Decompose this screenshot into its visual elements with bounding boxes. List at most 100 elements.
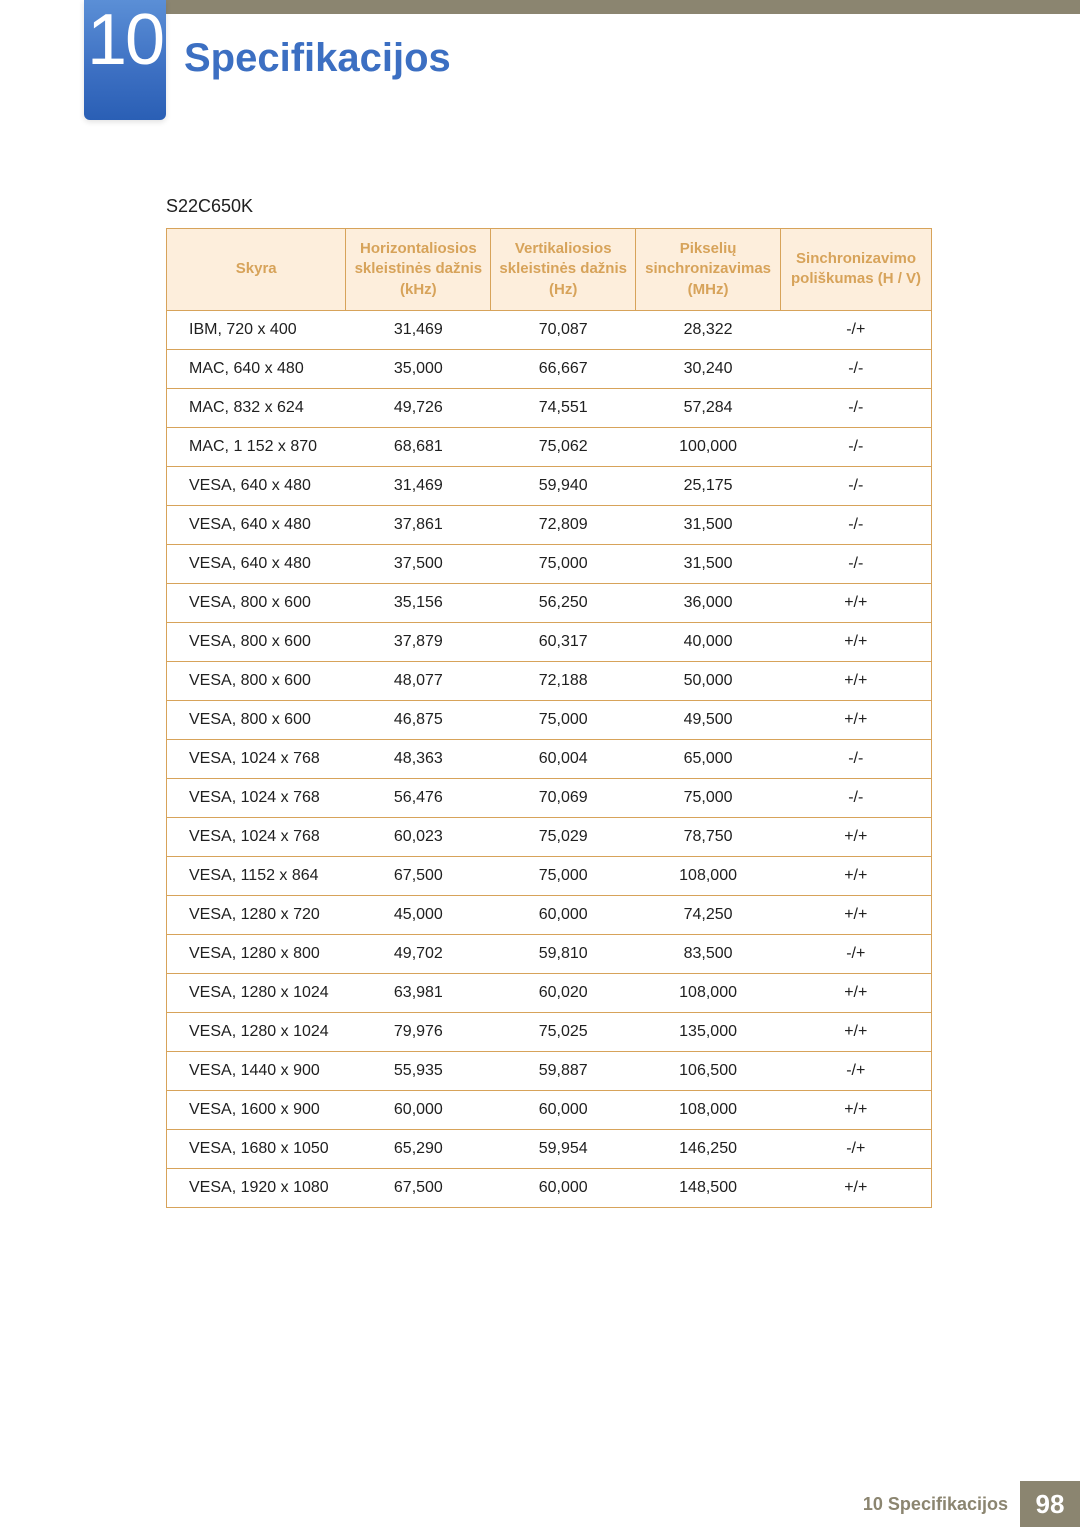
table-cell: VESA, 1280 x 720 <box>167 895 346 934</box>
table-cell: 59,887 <box>491 1051 636 1090</box>
table-cell: 75,029 <box>491 817 636 856</box>
table-row: VESA, 800 x 60046,87575,00049,500+/+ <box>167 700 932 739</box>
table-cell: +/+ <box>781 1168 932 1207</box>
table-row: VESA, 1024 x 76848,36360,00465,000-/- <box>167 739 932 778</box>
table-cell: 68,681 <box>346 427 491 466</box>
footer-page-number: 98 <box>1020 1481 1080 1527</box>
table-row: VESA, 1280 x 102479,97675,025135,000+/+ <box>167 1012 932 1051</box>
table-cell: 59,810 <box>491 934 636 973</box>
footer: 10 Specifikacijos 98 <box>851 1481 1080 1527</box>
table-cell: 108,000 <box>636 973 781 1012</box>
table-cell: 65,290 <box>346 1129 491 1168</box>
table-cell: 31,500 <box>636 505 781 544</box>
chapter-number: 10 <box>87 4 163 76</box>
table-cell: -/- <box>781 427 932 466</box>
table-cell: +/+ <box>781 661 932 700</box>
page-title: Specifikacijos <box>184 36 451 81</box>
spec-table: Skyra Horizontaliosios skleistinės dažni… <box>166 228 932 1208</box>
col-header-sync: Sinchronizavimo poliškumas (H / V) <box>781 229 932 311</box>
table-cell: IBM, 720 x 400 <box>167 310 346 349</box>
table-row: VESA, 800 x 60048,07772,18850,000+/+ <box>167 661 932 700</box>
table-cell: 67,500 <box>346 1168 491 1207</box>
table-cell: 31,469 <box>346 310 491 349</box>
table-cell: +/+ <box>781 1090 932 1129</box>
table-row: VESA, 640 x 48031,46959,94025,175-/- <box>167 466 932 505</box>
table-row: VESA, 1024 x 76860,02375,02978,750+/+ <box>167 817 932 856</box>
table-cell: 25,175 <box>636 466 781 505</box>
table-cell: 46,875 <box>346 700 491 739</box>
table-cell: +/+ <box>781 1012 932 1051</box>
table-cell: 31,469 <box>346 466 491 505</box>
table-row: VESA, 800 x 60037,87960,31740,000+/+ <box>167 622 932 661</box>
table-cell: MAC, 1 152 x 870 <box>167 427 346 466</box>
table-cell: 72,809 <box>491 505 636 544</box>
table-cell: MAC, 640 x 480 <box>167 349 346 388</box>
table-row: MAC, 832 x 62449,72674,55157,284-/- <box>167 388 932 427</box>
table-cell: 67,500 <box>346 856 491 895</box>
table-cell: +/+ <box>781 817 932 856</box>
col-header-skyra: Skyra <box>167 229 346 311</box>
table-cell: 60,000 <box>346 1090 491 1129</box>
table-cell: 37,861 <box>346 505 491 544</box>
col-header-horizontal: Horizontaliosios skleistinės dažnis (kHz… <box>346 229 491 311</box>
table-cell: -/- <box>781 739 932 778</box>
table-cell: 49,726 <box>346 388 491 427</box>
table-row: VESA, 640 x 48037,50075,00031,500-/- <box>167 544 932 583</box>
table-cell: 28,322 <box>636 310 781 349</box>
col-header-pixel: Pikselių sinchronizavimas (MHz) <box>636 229 781 311</box>
table-cell: 72,188 <box>491 661 636 700</box>
table-cell: 75,000 <box>636 778 781 817</box>
table-row: VESA, 1152 x 86467,50075,000108,000+/+ <box>167 856 932 895</box>
table-cell: +/+ <box>781 895 932 934</box>
table-cell: VESA, 640 x 480 <box>167 544 346 583</box>
table-cell: 74,551 <box>491 388 636 427</box>
table-cell: 75,062 <box>491 427 636 466</box>
table-cell: 74,250 <box>636 895 781 934</box>
table-cell: 59,954 <box>491 1129 636 1168</box>
table-cell: 40,000 <box>636 622 781 661</box>
table-cell: 108,000 <box>636 856 781 895</box>
table-cell: -/- <box>781 505 932 544</box>
table-cell: 70,069 <box>491 778 636 817</box>
table-cell: 48,363 <box>346 739 491 778</box>
table-cell: 48,077 <box>346 661 491 700</box>
table-cell: -/+ <box>781 1051 932 1090</box>
table-cell: 75,000 <box>491 544 636 583</box>
table-cell: 75,000 <box>491 700 636 739</box>
table-cell: +/+ <box>781 583 932 622</box>
footer-label: 10 Specifikacijos <box>851 1481 1020 1527</box>
table-cell: 83,500 <box>636 934 781 973</box>
table-cell: 36,000 <box>636 583 781 622</box>
table-row: VESA, 1024 x 76856,47670,06975,000-/- <box>167 778 932 817</box>
table-cell: VESA, 1440 x 900 <box>167 1051 346 1090</box>
table-cell: 106,500 <box>636 1051 781 1090</box>
table-header-row: Skyra Horizontaliosios skleistinės dažni… <box>167 229 932 311</box>
table-cell: 148,500 <box>636 1168 781 1207</box>
table-row: VESA, 800 x 60035,15656,25036,000+/+ <box>167 583 932 622</box>
table-cell: VESA, 800 x 600 <box>167 700 346 739</box>
table-cell: 56,476 <box>346 778 491 817</box>
table-cell: VESA, 1680 x 1050 <box>167 1129 346 1168</box>
table-cell: 37,500 <box>346 544 491 583</box>
table-cell: -/+ <box>781 310 932 349</box>
table-cell: VESA, 1280 x 1024 <box>167 1012 346 1051</box>
table-cell: -/+ <box>781 1129 932 1168</box>
table-cell: 70,087 <box>491 310 636 349</box>
table-cell: VESA, 1152 x 864 <box>167 856 346 895</box>
table-cell: 60,000 <box>491 1090 636 1129</box>
table-cell: 78,750 <box>636 817 781 856</box>
table-cell: +/+ <box>781 622 932 661</box>
table-cell: MAC, 832 x 624 <box>167 388 346 427</box>
table-row: MAC, 640 x 48035,00066,66730,240-/- <box>167 349 932 388</box>
table-row: VESA, 1440 x 90055,93559,887106,500-/+ <box>167 1051 932 1090</box>
table-cell: 65,000 <box>636 739 781 778</box>
table-cell: 56,250 <box>491 583 636 622</box>
table-cell: VESA, 1024 x 768 <box>167 778 346 817</box>
table-row: MAC, 1 152 x 87068,68175,062100,000-/- <box>167 427 932 466</box>
table-cell: 30,240 <box>636 349 781 388</box>
table-cell: 66,667 <box>491 349 636 388</box>
table-cell: 60,004 <box>491 739 636 778</box>
table-cell: 45,000 <box>346 895 491 934</box>
table-cell: 50,000 <box>636 661 781 700</box>
table-cell: 75,025 <box>491 1012 636 1051</box>
